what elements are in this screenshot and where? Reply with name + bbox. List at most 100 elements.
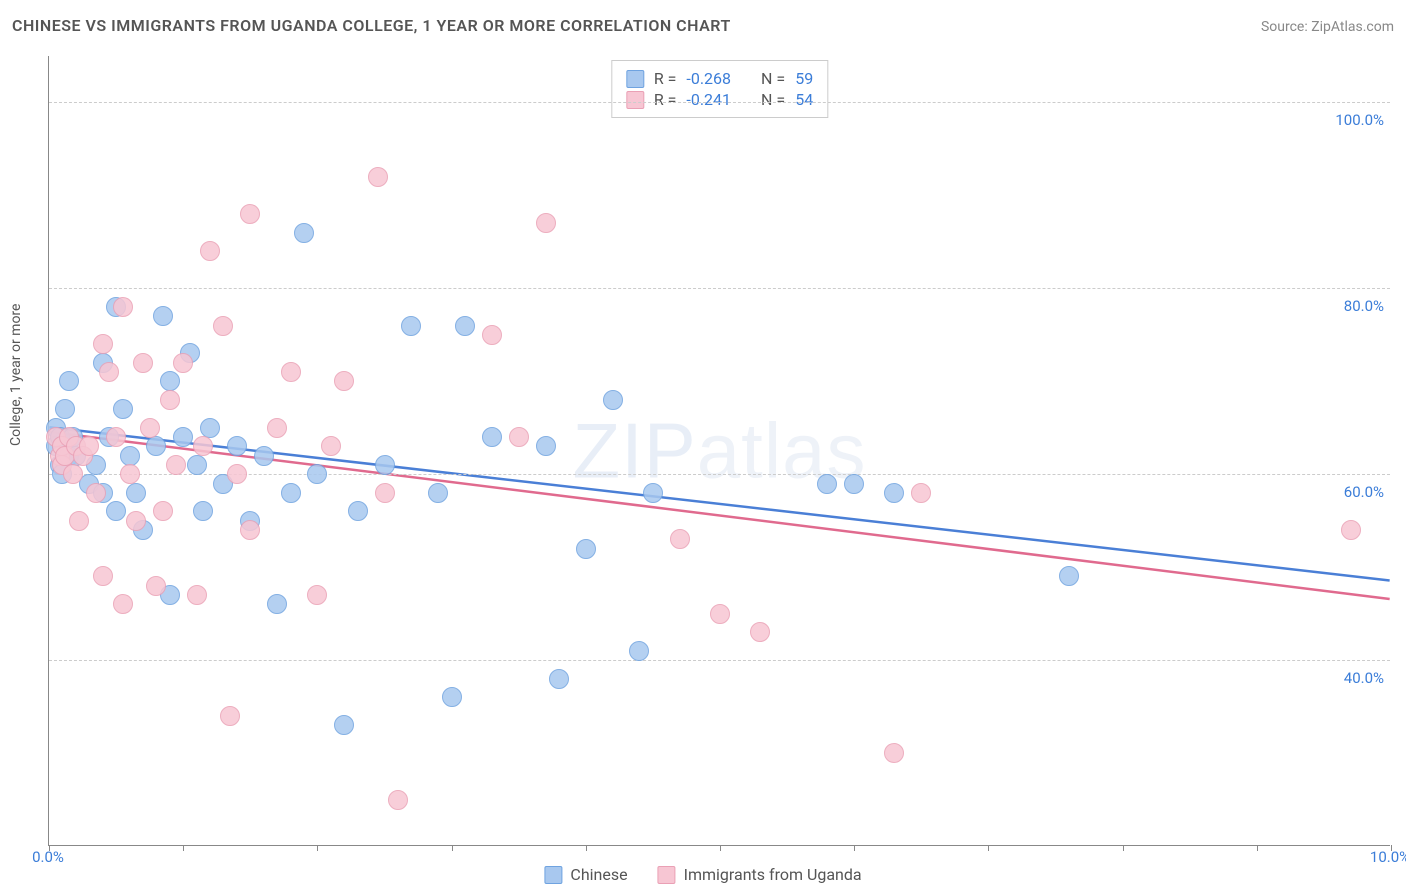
data-point — [576, 539, 596, 559]
legend-swatch — [658, 866, 676, 884]
data-point — [281, 483, 301, 503]
x-tick — [586, 845, 587, 851]
y-tick-label: 40.0% — [1344, 669, 1384, 687]
legend-swatch — [626, 91, 644, 109]
data-point — [348, 501, 368, 521]
data-point — [844, 474, 864, 494]
data-point — [55, 399, 75, 419]
data-point — [911, 483, 931, 503]
x-tick — [183, 845, 184, 851]
data-point — [442, 687, 462, 707]
y-tick-label: 100.0% — [1335, 111, 1384, 129]
data-point — [375, 455, 395, 475]
y-tick-label: 60.0% — [1344, 483, 1384, 501]
r-value: -0.241 — [686, 90, 731, 109]
data-point — [884, 743, 904, 763]
data-point — [455, 316, 475, 336]
data-point — [240, 204, 260, 224]
data-point — [120, 464, 140, 484]
data-point — [1059, 566, 1079, 586]
x-tick — [1257, 845, 1258, 851]
data-point — [133, 353, 153, 373]
data-point — [173, 427, 193, 447]
data-point — [294, 223, 314, 243]
y-tick-label: 80.0% — [1344, 297, 1384, 315]
data-point — [643, 483, 663, 503]
data-point — [160, 390, 180, 410]
data-point — [63, 464, 83, 484]
data-point — [307, 464, 327, 484]
data-point — [187, 455, 207, 475]
data-point — [549, 669, 569, 689]
data-point — [113, 594, 133, 614]
data-point — [86, 483, 106, 503]
data-point — [93, 334, 113, 354]
data-point — [267, 418, 287, 438]
r-value: -0.268 — [686, 69, 731, 88]
r-label: R = — [654, 69, 677, 88]
correlation-legend: R =-0.268N =59R =-0.241N =54 — [611, 60, 828, 118]
data-point — [193, 436, 213, 456]
series-name: Immigrants from Uganda — [684, 865, 862, 884]
data-point — [254, 446, 274, 466]
data-point — [146, 436, 166, 456]
data-point — [388, 790, 408, 810]
n-label: N = — [761, 69, 785, 88]
x-tick — [720, 845, 721, 851]
series-name: Chinese — [570, 865, 627, 884]
gridline — [49, 474, 1390, 475]
n-label: N = — [761, 90, 785, 109]
data-point — [220, 706, 240, 726]
data-point — [750, 622, 770, 642]
data-point — [227, 436, 247, 456]
data-point — [227, 464, 247, 484]
data-point — [321, 436, 341, 456]
data-point — [710, 604, 730, 624]
data-point — [126, 483, 146, 503]
y-axis-label: College, 1 year or more — [8, 304, 24, 446]
series-legend: Chinese Immigrants from Uganda — [544, 865, 861, 884]
legend-item: Immigrants from Uganda — [658, 865, 862, 884]
data-point — [193, 501, 213, 521]
data-point — [536, 213, 556, 233]
legend-row: R =-0.241N =54 — [626, 90, 813, 109]
data-point — [126, 511, 146, 531]
gridline — [49, 288, 1390, 289]
gridline — [49, 102, 1390, 103]
r-label: R = — [654, 90, 677, 109]
data-point — [401, 316, 421, 336]
data-point — [603, 390, 623, 410]
data-point — [509, 427, 529, 447]
legend-swatch — [544, 866, 562, 884]
data-point — [106, 427, 126, 447]
data-point — [200, 418, 220, 438]
x-tick — [317, 845, 318, 851]
data-point — [1341, 520, 1361, 540]
data-point — [884, 483, 904, 503]
data-point — [59, 371, 79, 391]
data-point — [120, 446, 140, 466]
data-point — [267, 594, 287, 614]
data-point — [153, 501, 173, 521]
legend-item: Chinese — [544, 865, 627, 884]
legend-row: R =-0.268N =59 — [626, 69, 813, 88]
x-tick — [1123, 845, 1124, 851]
legend-swatch — [626, 70, 644, 88]
data-point — [99, 362, 119, 382]
data-point — [670, 529, 690, 549]
data-point — [140, 418, 160, 438]
data-point — [334, 371, 354, 391]
data-point — [69, 511, 89, 531]
x-tick-label: 0.0% — [32, 848, 64, 866]
x-tick — [854, 845, 855, 851]
data-point — [79, 436, 99, 456]
trend-lines — [49, 56, 1390, 845]
data-point — [629, 641, 649, 661]
data-point — [334, 715, 354, 735]
data-point — [160, 371, 180, 391]
data-point — [146, 576, 166, 596]
data-point — [173, 353, 193, 373]
data-point — [482, 325, 502, 345]
data-point — [428, 483, 448, 503]
x-tick-label: 10.0% — [1370, 848, 1406, 866]
